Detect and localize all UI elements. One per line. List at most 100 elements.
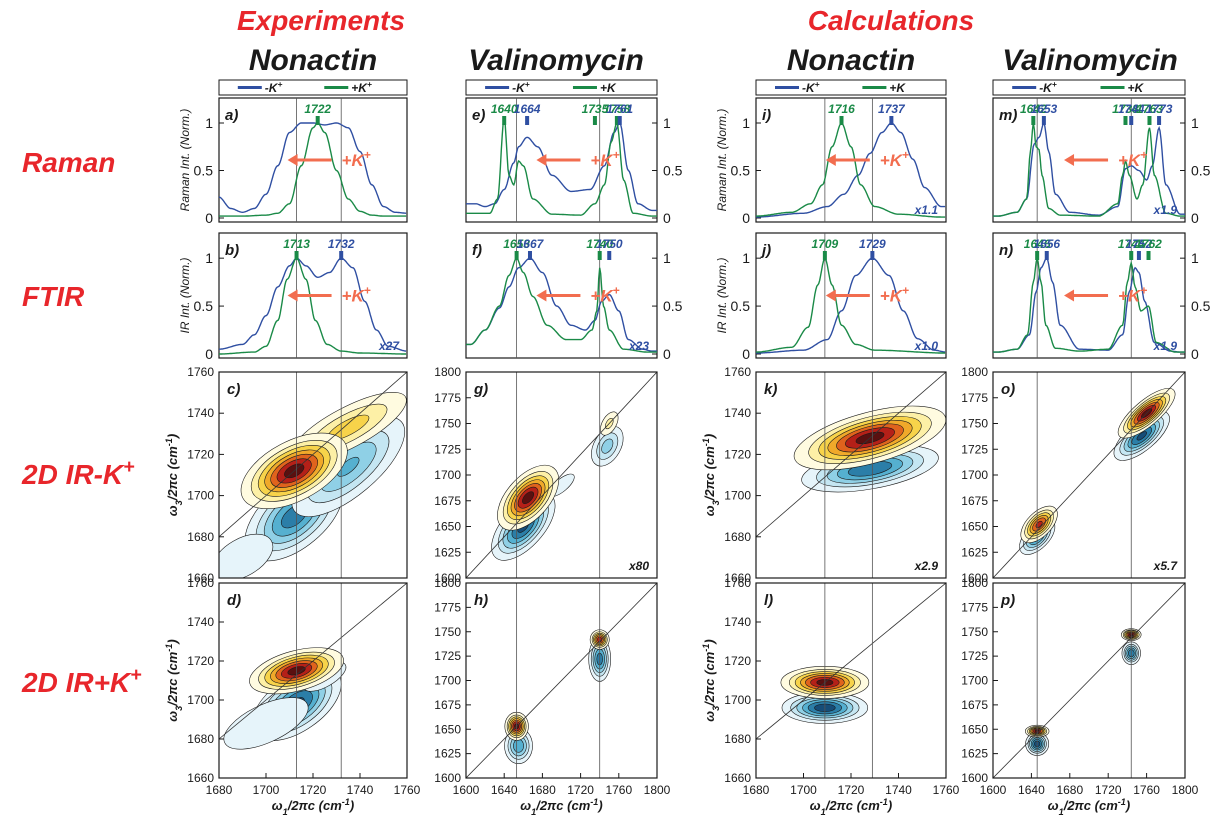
y-tick-label: 1700 bbox=[187, 489, 214, 503]
peak-label: 1732 bbox=[328, 237, 355, 251]
y-tick-label: 1720 bbox=[724, 654, 751, 668]
y-tick-label: 1740 bbox=[187, 615, 214, 629]
y-tick-label: 1625 bbox=[434, 545, 461, 559]
panel-label: p) bbox=[1000, 592, 1015, 609]
y-tick-label: 0.5 bbox=[731, 298, 751, 314]
peak-marker bbox=[525, 116, 530, 125]
scale-factor: x1.0 bbox=[914, 339, 939, 353]
y-tick-label: 0.5 bbox=[731, 163, 751, 179]
contours bbox=[756, 583, 946, 778]
y-tick-label: 1800 bbox=[434, 365, 461, 379]
y-tick-label: 1760 bbox=[724, 365, 751, 379]
panel-label: k) bbox=[764, 381, 777, 398]
y-tick-label: 1 bbox=[1191, 115, 1199, 131]
panel-label: j) bbox=[760, 242, 771, 259]
y-tick-label: 1 bbox=[1191, 250, 1199, 266]
y-tick-label: 1600 bbox=[434, 771, 461, 785]
panel-label: e) bbox=[472, 107, 485, 124]
y-tick-label: 1750 bbox=[961, 625, 988, 639]
scale-factor: x1.9 bbox=[1153, 203, 1178, 217]
kplus-label: +K+ bbox=[590, 284, 619, 306]
peak-label: 1653 bbox=[503, 237, 530, 251]
column-title: Valinomycin bbox=[1002, 44, 1178, 77]
shift-arrow-head bbox=[287, 289, 298, 302]
diagonal-line bbox=[219, 372, 407, 538]
x-tick-label: 1720 bbox=[1095, 783, 1122, 797]
peak-marker bbox=[514, 251, 519, 260]
y-tick-label: 0.5 bbox=[194, 298, 214, 314]
peak-label: 1667 bbox=[517, 237, 545, 251]
panel-k: 1660 1680 1700 1720 1740 1760 ω3/2πc (cm-1) k) x… bbox=[701, 365, 947, 585]
y-tick-label: 1650 bbox=[434, 520, 461, 534]
x-tick-label: 1680 bbox=[743, 783, 770, 797]
panel-c: 1660 1680 1700 1720 1740 1760 ω3/2πc (cm-1) c) bbox=[164, 365, 408, 585]
series-minusK-line bbox=[755, 122, 946, 218]
series-minusK-line bbox=[466, 257, 657, 352]
y-tick-label: 1775 bbox=[961, 600, 988, 614]
panel-label: c) bbox=[227, 381, 240, 398]
y-tick-label: 1650 bbox=[434, 722, 461, 736]
y-tick-label: 1 bbox=[205, 115, 213, 131]
y-tick-label: 0 bbox=[663, 346, 671, 362]
panel-p: 1600 1625 1650 1675 1700 1725 1750 1775 1800 1600… bbox=[961, 576, 1198, 816]
y-axis-label: Raman Int. (Norm.) bbox=[178, 109, 192, 212]
contours bbox=[993, 583, 1185, 778]
contours bbox=[219, 583, 407, 778]
y-tick-label: 1675 bbox=[961, 494, 988, 508]
negative-contour bbox=[219, 533, 274, 578]
peak-marker bbox=[617, 116, 622, 125]
plot-frame bbox=[755, 371, 947, 579]
y-tick-label: 1740 bbox=[724, 406, 751, 420]
y-tick-label: 0.5 bbox=[1191, 163, 1211, 179]
x-tick-label: 1680 bbox=[529, 783, 556, 797]
y-tick-label: 0.5 bbox=[194, 163, 214, 179]
y-tick-label: 0.5 bbox=[663, 298, 683, 314]
kplus-label: +K+ bbox=[880, 148, 909, 170]
peak-label: 1773 bbox=[1146, 102, 1173, 116]
y-tick-label: 0 bbox=[205, 346, 213, 362]
peak-marker bbox=[1136, 251, 1141, 260]
legend-box bbox=[755, 79, 947, 96]
panel-o: 1600 1625 1650 1675 1700 1725 1750 1775 1800 o) x5… bbox=[961, 365, 1186, 585]
row-title: Raman bbox=[22, 147, 115, 178]
y-tick-label: 1 bbox=[205, 250, 213, 266]
y-tick-label: 0 bbox=[742, 210, 750, 226]
legend-label-plus: +K+ bbox=[351, 79, 372, 95]
y-tick-label: 1725 bbox=[961, 442, 988, 456]
x-tick-label: 1700 bbox=[253, 783, 280, 797]
panel-label: i) bbox=[762, 107, 771, 124]
y-tick-label: 1675 bbox=[434, 494, 461, 508]
y-tick-label: 1775 bbox=[961, 391, 988, 405]
calculations-title: Calculations bbox=[808, 5, 974, 36]
x-tick-label: 1700 bbox=[790, 783, 817, 797]
x-tick-label: 1720 bbox=[838, 783, 865, 797]
peak-label: 1713 bbox=[283, 237, 310, 251]
y-axis-label: ω3/2πc (cm-1) bbox=[164, 434, 184, 516]
series-plusK-line bbox=[466, 118, 657, 217]
shift-arrow-head bbox=[536, 154, 547, 166]
y-tick-label: 1740 bbox=[724, 615, 751, 629]
y-tick-label: 1675 bbox=[961, 698, 988, 712]
negative-contour bbox=[601, 438, 614, 454]
legend-label-plus: +K bbox=[600, 81, 617, 95]
y-tick-label: 1750 bbox=[961, 417, 988, 431]
series-minusK-line bbox=[993, 257, 1185, 353]
x-tick-label: 1760 bbox=[394, 783, 421, 797]
y-axis-label: ω3/2πc (cm-1) bbox=[701, 639, 721, 721]
peak-marker bbox=[1157, 116, 1162, 125]
contours bbox=[756, 372, 946, 578]
y-tick-label: 1 bbox=[663, 250, 671, 266]
y-tick-label: 1720 bbox=[724, 447, 751, 461]
y-tick-label: 1760 bbox=[187, 365, 214, 379]
y-tick-label: 1720 bbox=[187, 447, 214, 461]
diagonal-line bbox=[993, 372, 1185, 578]
series-plusK-line bbox=[756, 257, 946, 354]
legend-box bbox=[465, 79, 658, 96]
peak-label: 1656 bbox=[1033, 237, 1060, 251]
peak-label: 1729 bbox=[859, 237, 886, 251]
y-tick-label: 1600 bbox=[434, 571, 461, 585]
peak-marker bbox=[1147, 116, 1152, 125]
y-tick-label: 0.5 bbox=[663, 163, 683, 179]
y-tick-label: 1660 bbox=[724, 571, 751, 585]
